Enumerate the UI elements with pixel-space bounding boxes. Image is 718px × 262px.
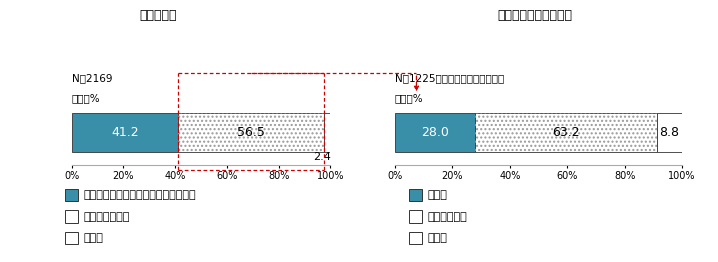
Bar <box>475 113 657 152</box>
Bar <box>325 113 330 152</box>
Bar <box>475 113 657 152</box>
Text: 41.2: 41.2 <box>111 126 139 139</box>
Bar <box>178 113 325 152</box>
Text: 単位：%: 単位：% <box>395 93 424 103</box>
Text: N＝1225（避難をしなかった人）: N＝1225（避難をしなかった人） <box>395 73 504 83</box>
Text: 63.2: 63.2 <box>552 126 580 139</box>
Text: 8.8: 8.8 <box>659 126 679 139</box>
Text: N＝2169: N＝2169 <box>72 73 112 83</box>
Text: 避難しなかった: 避難しなかった <box>83 212 130 222</box>
Text: 避難をした（自宅２階以上へも含む）: 避難をした（自宅２階以上へも含む） <box>83 190 196 200</box>
Text: 2.4: 2.4 <box>312 152 330 162</box>
Bar <box>657 113 682 152</box>
Bar <box>178 113 325 152</box>
Text: 考えなかった: 考えなかった <box>428 212 467 222</box>
Text: 避難する事を考えたか: 避難する事を考えたか <box>498 9 572 22</box>
Text: 考えた: 考えた <box>428 190 448 200</box>
Text: 56.5: 56.5 <box>238 126 265 139</box>
Bar <box>395 113 475 152</box>
Text: 28.0: 28.0 <box>421 126 449 139</box>
Text: 無回答: 無回答 <box>83 233 103 243</box>
Bar <box>72 113 178 152</box>
Text: 単位：%: 単位：% <box>72 93 101 103</box>
Text: 無回答: 無回答 <box>428 233 448 243</box>
Text: 避難の有無: 避難の有無 <box>139 9 177 22</box>
